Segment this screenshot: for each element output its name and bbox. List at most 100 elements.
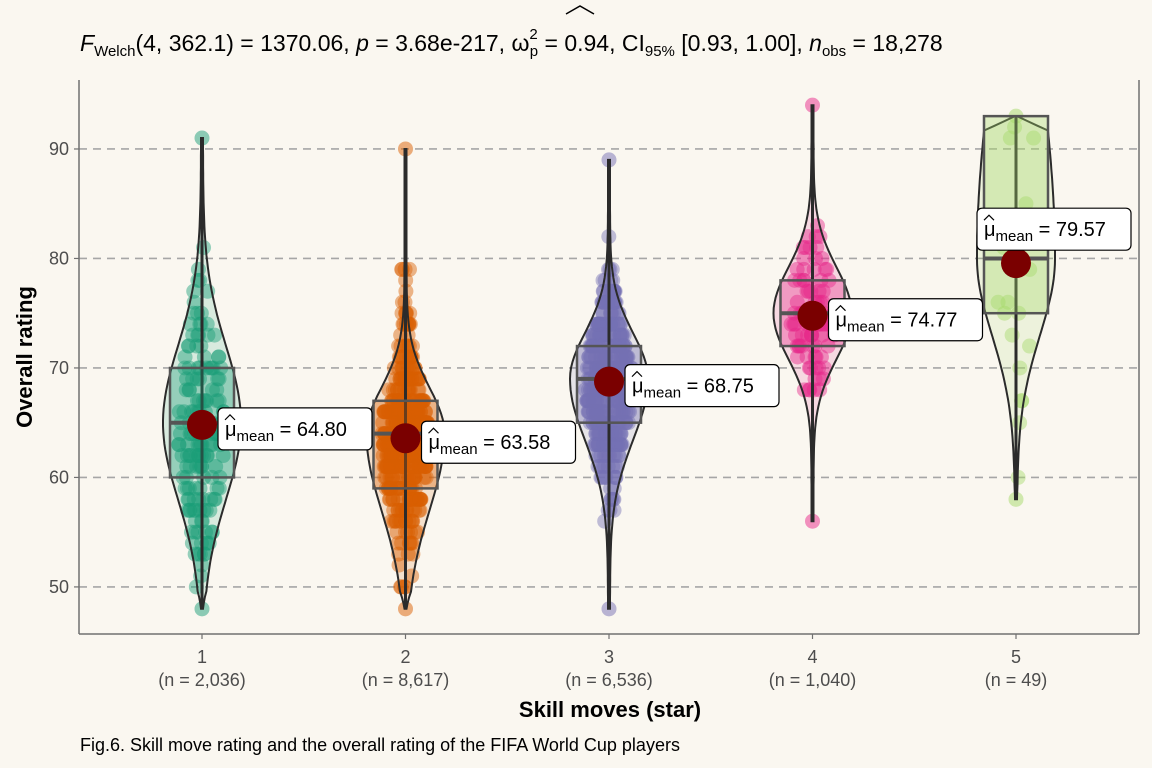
- data-point: [580, 393, 596, 409]
- data-point: [182, 502, 198, 518]
- data-point: [412, 502, 428, 518]
- data-point: [610, 426, 626, 442]
- data-point: [189, 338, 205, 354]
- title-p-symbol: p: [355, 30, 369, 56]
- mu-sub: mean: [237, 428, 275, 445]
- data-point: [380, 448, 396, 464]
- title-omega: ω: [511, 30, 529, 56]
- violin-group: [162, 130, 242, 617]
- data-point: [377, 437, 393, 453]
- data-point: [614, 404, 630, 420]
- data-point: [610, 316, 626, 332]
- data-point: [192, 458, 208, 474]
- data-point: [376, 437, 392, 453]
- data-point: [606, 426, 622, 442]
- data-point: [590, 458, 606, 474]
- mean-eq: = 64.80: [274, 419, 347, 441]
- data-point: [381, 491, 397, 507]
- data-point: [208, 458, 224, 474]
- data-point: [611, 404, 627, 420]
- data-point: [590, 316, 606, 332]
- data-point: [609, 393, 625, 409]
- data-point: [391, 404, 407, 420]
- data-point: [802, 360, 818, 376]
- mean-eq: = 68.75: [681, 376, 754, 398]
- data-point: [585, 327, 601, 343]
- data-point: [389, 404, 405, 420]
- data-point: [581, 404, 597, 420]
- data-point: [799, 283, 815, 299]
- data-point: [1002, 130, 1018, 146]
- data-point: [407, 404, 423, 420]
- data-point: [409, 491, 425, 507]
- data-point: [588, 393, 604, 409]
- x-tick-label: 2: [400, 647, 410, 667]
- data-point: [179, 437, 195, 453]
- data-point: [587, 393, 603, 409]
- data-point: [380, 458, 396, 474]
- data-point: [410, 404, 426, 420]
- data-point: [613, 426, 629, 442]
- data-point: [599, 393, 615, 409]
- data-point: [418, 469, 434, 485]
- data-point: [407, 458, 423, 474]
- data-point: [591, 327, 607, 343]
- data-point: [215, 448, 231, 464]
- data-point: [613, 437, 629, 453]
- data-point: [386, 360, 402, 376]
- data-point: [585, 404, 601, 420]
- data-point: [171, 437, 187, 453]
- data-point: [182, 458, 198, 474]
- data-point: [594, 327, 610, 343]
- data-point: [382, 458, 398, 474]
- data-point: [207, 491, 223, 507]
- x-tick-n-label: (n = 8,617): [362, 670, 450, 690]
- data-point: [179, 458, 195, 474]
- data-point: [582, 382, 598, 398]
- gridlines: [79, 148, 1139, 588]
- data-point: [815, 283, 831, 299]
- data-point: [595, 305, 611, 321]
- mean-eq: = 74.77: [885, 310, 958, 332]
- data-point: [579, 360, 595, 376]
- data-point: [404, 360, 420, 376]
- data-point: [607, 437, 623, 453]
- data-point: [608, 404, 624, 420]
- data-point: [595, 458, 611, 474]
- data-point: [377, 404, 393, 420]
- data-point: [815, 327, 831, 343]
- data-point: [206, 491, 222, 507]
- data-point: [391, 404, 407, 420]
- data-point: [178, 382, 194, 398]
- data-point: [403, 491, 419, 507]
- data-point: [588, 437, 604, 453]
- data-point: [803, 283, 819, 299]
- title-omega-sup: 2: [529, 26, 537, 43]
- data-point: [403, 535, 419, 551]
- title-f-sub: Welch: [94, 43, 135, 60]
- caption: Fig.6. Skill move rating and the overall…: [80, 735, 680, 755]
- data-point: [392, 382, 408, 398]
- mu-symbol: μ: [984, 219, 996, 241]
- data-point: [588, 404, 604, 420]
- data-point: [390, 502, 406, 518]
- data-point: [205, 437, 221, 453]
- data-point: [378, 469, 394, 485]
- data-point: [612, 316, 628, 332]
- data-point: [382, 491, 398, 507]
- mean-label: μmean = 74.77: [827, 298, 984, 342]
- data-point: [390, 491, 406, 507]
- data-point: [595, 327, 611, 343]
- data-point: [199, 448, 215, 464]
- data-point: [581, 349, 597, 365]
- data-point: [620, 349, 636, 365]
- data-point: [384, 448, 400, 464]
- data-point: [607, 283, 623, 299]
- data-point: [622, 404, 638, 420]
- data-point: [794, 327, 810, 343]
- mu-hat-icon: [631, 370, 643, 378]
- data-point: [376, 458, 392, 474]
- mean-label-text: μmean = 79.57: [984, 219, 1106, 245]
- data-point: [790, 349, 806, 365]
